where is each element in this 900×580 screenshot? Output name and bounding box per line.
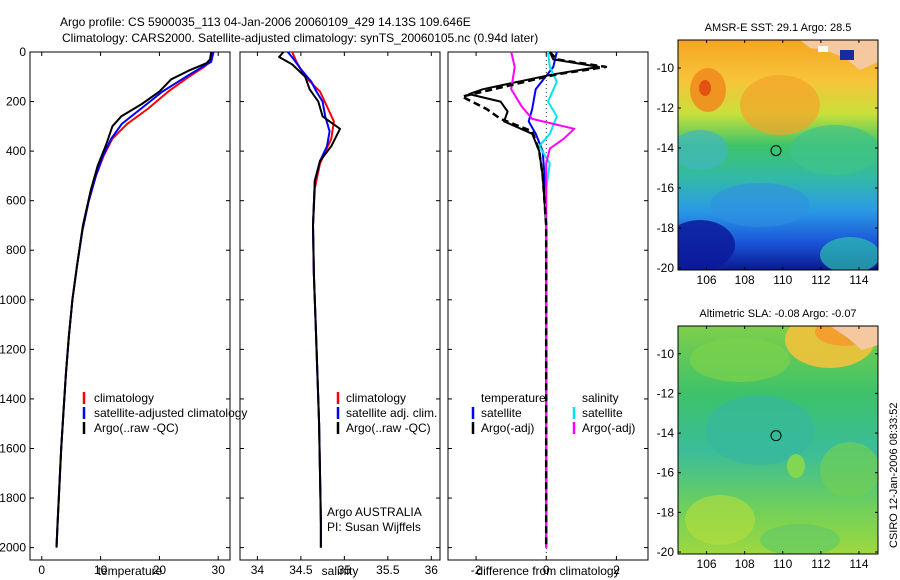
depth-tick-label: 1400 — [0, 392, 26, 406]
legend-argo: Argo(..raw -QC) — [94, 421, 179, 435]
salinity-panel-frame — [239, 51, 441, 561]
map-y-tick-label: -20 — [657, 545, 675, 559]
temperature-series — [55, 51, 215, 548]
depth-tick-label: 800 — [6, 243, 26, 257]
pi-label: PI: Susan Wijffels — [327, 520, 421, 534]
depth-tick-label: 400 — [6, 144, 26, 158]
legend-sal-satellite: satellite — [582, 406, 623, 420]
header-line2: Climatology: CARS2000. Satellite-adjuste… — [62, 31, 538, 45]
sla-map-axes: 106 108 110 112 114 -10 -12 -14 -16 -18 -20 — [657, 326, 878, 571]
legend-sal-argo: Argo(-adj) — [582, 421, 635, 435]
map-y-tick-label: -18 — [657, 505, 675, 519]
series-line-climatology — [55, 51, 214, 548]
map-x-tick-label: 110 — [773, 557, 792, 571]
header-line1: Argo profile: CS 5900035_113 04-Jan-2006… — [60, 15, 471, 29]
depth-axis: 0 200 400 600 800 1000 1200 1400 1600 1800 2000 — [0, 45, 648, 555]
sla-map-frame — [677, 325, 879, 555]
temperature-panel-frame — [29, 51, 231, 561]
legend-satellite: satellite-adjusted climatology — [94, 406, 247, 420]
series-line-satellite — [287, 51, 331, 548]
legend-temperature-heading: temperature — [481, 391, 546, 405]
series-line-salinity-satellite — [538, 51, 558, 548]
land-mass — [830, 326, 878, 350]
map-y-tick-label: -10 — [657, 347, 675, 361]
map-x-tick-label: 114 — [849, 557, 868, 571]
series-line-temperature-argo — [468, 51, 600, 548]
sla-map-title: Altimetric SLA: -0.08 Argo: -0.07 — [699, 308, 856, 320]
depth-tick-label: 600 — [6, 194, 26, 208]
series-line-satellite — [55, 51, 215, 548]
x-tick-label: 0 — [38, 563, 45, 577]
argo-australia-label: Argo AUSTRALIA — [327, 505, 422, 519]
legend-argo: Argo(..raw -QC) — [346, 421, 431, 435]
sst-map-image — [678, 40, 878, 270]
x-tick-label: 34 — [251, 563, 265, 577]
x-tick-label: 30 — [212, 563, 226, 577]
legend-climatology: climatology — [94, 391, 154, 405]
difference-legend: temperature satellite Argo(-adj) salinit… — [471, 391, 635, 435]
depth-tick-label: 1200 — [0, 342, 26, 356]
side-timestamp-label: CSIRO 12-Jan-2006 08:33:52 — [888, 402, 900, 548]
x-tick-label: 20 — [153, 563, 167, 577]
temperature-x-axis: 0 10 20 30 — [38, 52, 225, 577]
sla-map-image — [678, 326, 878, 554]
x-tick-label: -2 — [471, 563, 482, 577]
x-tick-label: 35 — [338, 563, 352, 577]
map-x-tick-label: 112 — [811, 273, 830, 287]
map-y-tick-label: -14 — [657, 426, 675, 440]
salinity-x-axis: 34 34.5 35 35.5 36 — [251, 52, 439, 577]
depth-tick-label: 1000 — [0, 293, 26, 307]
sst-argo-position-marker — [770, 145, 782, 157]
depth-tick-label: 1600 — [0, 441, 26, 455]
sla-argo-position-marker — [770, 430, 782, 442]
salinity-legend: climatology satellite adj. clim. Argo(..… — [327, 391, 437, 534]
depth-tick-label: 200 — [6, 95, 26, 109]
x-tick-label: 2 — [613, 563, 620, 577]
legend-temp-argo: Argo(-adj) — [481, 421, 534, 435]
legend-climatology: climatology — [346, 391, 406, 405]
series-line-salinity-argo — [510, 51, 576, 548]
depth-tick-label: 0 — [19, 45, 26, 59]
map-x-tick-label: 106 — [697, 557, 717, 571]
depth-tick-label: 1800 — [0, 491, 26, 505]
sst-map-axes: 106 108 110 112 114 -10 -12 -14 -16 -18 -20 — [657, 40, 878, 287]
map-x-tick-label: 112 — [811, 557, 830, 571]
temperature-xlabel: temperature — [98, 564, 163, 578]
x-tick-label: 34.5 — [289, 563, 313, 577]
x-tick-label: 36 — [425, 563, 439, 577]
x-tick-label: 10 — [94, 563, 108, 577]
map-y-tick-label: -12 — [657, 101, 675, 115]
map-x-tick-label: 108 — [735, 273, 755, 287]
series-line-argo — [55, 51, 213, 548]
map-x-tick-label: 108 — [735, 557, 755, 571]
map-y-tick-label: -20 — [657, 261, 675, 275]
map-x-tick-label: 110 — [773, 273, 792, 287]
map-y-tick-label: -12 — [657, 386, 675, 400]
legend-temp-satellite: satellite — [481, 406, 522, 420]
sst-map-frame — [677, 39, 879, 271]
difference-xlabel: difference from climatology — [476, 564, 619, 578]
depth-tick-label: 2000 — [0, 541, 26, 555]
temperature-legend: climatology satellite-adjusted climatolo… — [82, 391, 247, 435]
series-line-argo — [278, 51, 341, 548]
map-x-tick-label: 106 — [697, 273, 717, 287]
legend-salinity-heading: salinity — [582, 391, 619, 405]
difference-series — [460, 51, 608, 548]
difference-panel-frame — [447, 51, 649, 561]
x-tick-label: 0 — [543, 563, 550, 577]
map-y-tick-label: -10 — [657, 61, 675, 75]
legend-satellite: satellite adj. clim. — [346, 406, 437, 420]
salinity-xlabel: salinity — [322, 564, 359, 578]
series-line-temperature-argo-dashed — [460, 51, 608, 548]
map-y-tick-label: -16 — [657, 466, 675, 480]
x-tick-label: 35.5 — [376, 563, 400, 577]
map-y-tick-label: -18 — [657, 221, 675, 235]
map-x-tick-label: 114 — [849, 273, 868, 287]
salinity-series — [278, 51, 341, 548]
map-y-tick-label: -16 — [657, 181, 675, 195]
sst-map-title: AMSR-E SST: 29.1 Argo: 28.5 — [705, 22, 852, 34]
map-y-tick-label: -14 — [657, 141, 675, 155]
